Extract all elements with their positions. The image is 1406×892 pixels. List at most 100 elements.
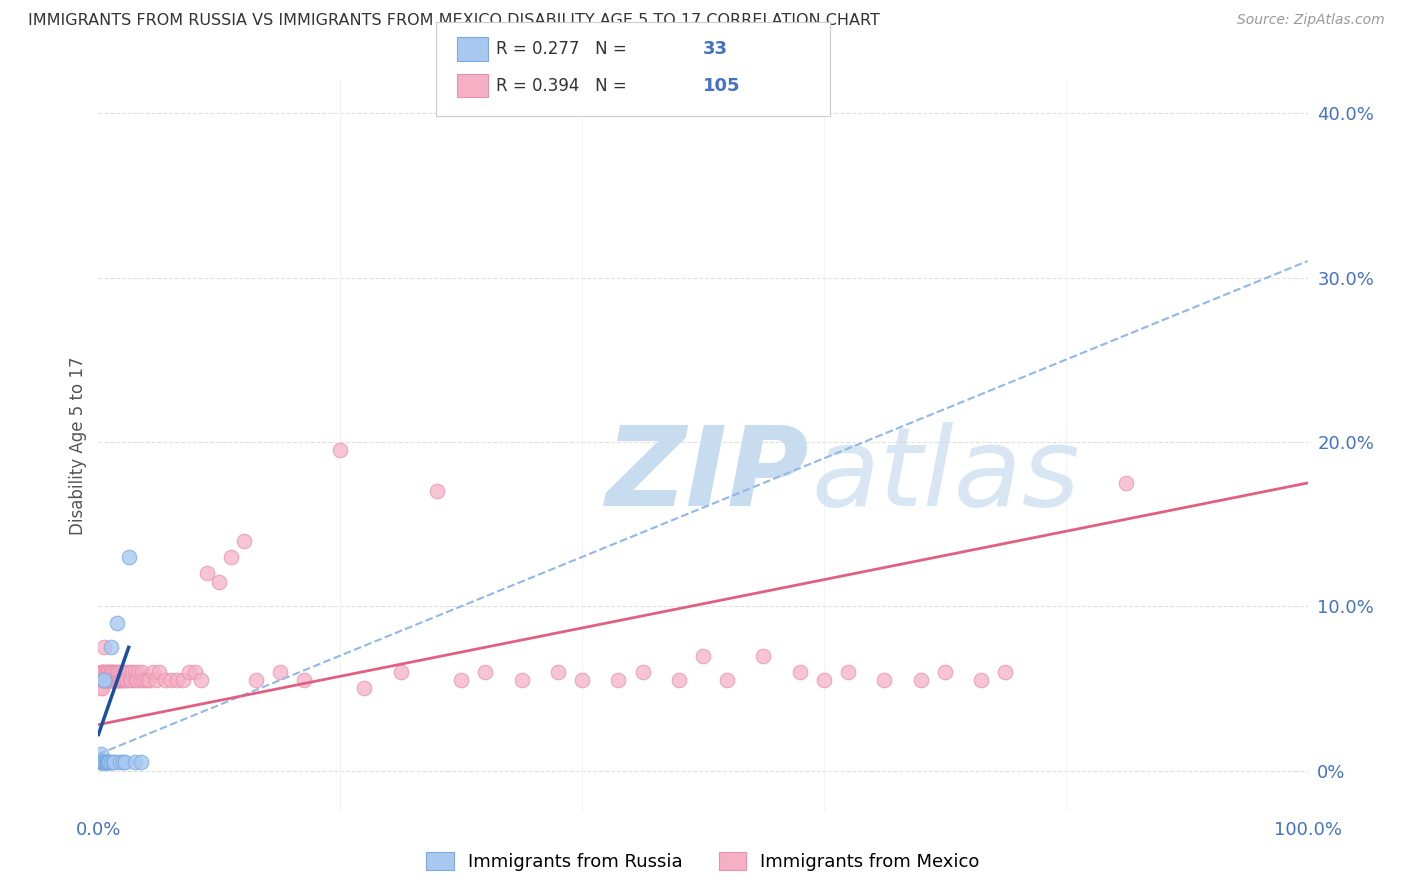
Point — [93, 673, 115, 688]
Point — [97, 756, 120, 770]
Point — [104, 673, 127, 688]
Point — [98, 665, 121, 679]
Point — [94, 673, 117, 688]
Point — [114, 756, 136, 770]
Point — [97, 665, 120, 679]
Point — [111, 665, 134, 679]
Point — [607, 673, 630, 688]
Point — [172, 673, 194, 688]
Point — [93, 673, 115, 688]
Point — [101, 756, 124, 770]
Point — [631, 665, 654, 679]
Point — [160, 673, 183, 688]
Point — [94, 756, 117, 770]
Point — [94, 665, 117, 679]
Point — [108, 673, 131, 688]
Point — [100, 665, 122, 679]
Point — [90, 747, 112, 762]
Point — [97, 673, 120, 688]
Point — [107, 665, 129, 679]
Point — [90, 665, 112, 679]
Point — [547, 665, 569, 679]
Point — [91, 756, 114, 770]
Point — [121, 665, 143, 679]
Point — [94, 756, 117, 770]
Point — [105, 673, 128, 688]
Point — [752, 648, 775, 663]
Point — [104, 665, 127, 679]
Point — [105, 673, 128, 688]
Point — [91, 673, 114, 688]
Point — [110, 673, 132, 688]
Point — [474, 665, 496, 679]
Point — [98, 756, 121, 770]
Point — [108, 673, 131, 688]
Text: 105: 105 — [703, 77, 741, 95]
Point — [107, 673, 129, 688]
Point — [115, 673, 138, 688]
Point — [117, 673, 139, 688]
Point — [100, 756, 122, 770]
Point — [148, 665, 170, 679]
Point — [789, 665, 811, 679]
Point — [91, 681, 114, 696]
Point — [120, 673, 142, 688]
Point — [93, 756, 115, 770]
Point — [91, 665, 114, 679]
Point — [118, 549, 141, 564]
Point — [813, 673, 835, 688]
Point — [426, 484, 449, 499]
Point — [96, 665, 118, 679]
Point — [93, 673, 115, 688]
Point — [89, 756, 111, 770]
Point — [179, 665, 201, 679]
Text: atlas: atlas — [811, 422, 1080, 529]
Text: ZIP: ZIP — [606, 422, 810, 529]
Point — [91, 665, 114, 679]
Point — [105, 665, 128, 679]
Point — [112, 673, 135, 688]
Point — [1115, 475, 1137, 490]
Y-axis label: Disability Age 5 to 17: Disability Age 5 to 17 — [69, 357, 87, 535]
Point — [692, 648, 714, 663]
Point — [101, 665, 124, 679]
Point — [91, 756, 114, 770]
Point — [129, 756, 152, 770]
Point — [910, 673, 932, 688]
Point — [91, 756, 114, 770]
Point — [98, 756, 121, 770]
Point — [93, 756, 115, 770]
Point — [108, 665, 131, 679]
Point — [134, 673, 156, 688]
Point — [389, 665, 412, 679]
Point — [96, 673, 118, 688]
Point — [91, 756, 114, 770]
Text: 33: 33 — [703, 40, 728, 58]
Point — [90, 681, 112, 696]
Point — [100, 673, 122, 688]
Point — [98, 673, 121, 688]
Text: IMMIGRANTS FROM RUSSIA VS IMMIGRANTS FROM MEXICO DISABILITY AGE 5 TO 17 CORRELAT: IMMIGRANTS FROM RUSSIA VS IMMIGRANTS FRO… — [28, 13, 880, 29]
Point — [129, 673, 152, 688]
Point — [100, 665, 122, 679]
Point — [91, 756, 114, 770]
Point — [124, 673, 146, 688]
Point — [101, 673, 124, 688]
Point — [100, 673, 122, 688]
Point — [135, 673, 157, 688]
Point — [138, 673, 160, 688]
Text: Source: ZipAtlas.com: Source: ZipAtlas.com — [1237, 13, 1385, 28]
Point — [232, 533, 254, 548]
Point — [96, 756, 118, 770]
Point — [91, 673, 114, 688]
Point — [184, 665, 207, 679]
Point — [571, 673, 593, 688]
Point — [93, 640, 115, 655]
Point — [450, 673, 472, 688]
Point — [142, 665, 165, 679]
Point — [93, 673, 115, 688]
Point — [269, 665, 291, 679]
Point — [195, 566, 218, 581]
Point — [873, 673, 896, 688]
Point — [329, 443, 352, 458]
